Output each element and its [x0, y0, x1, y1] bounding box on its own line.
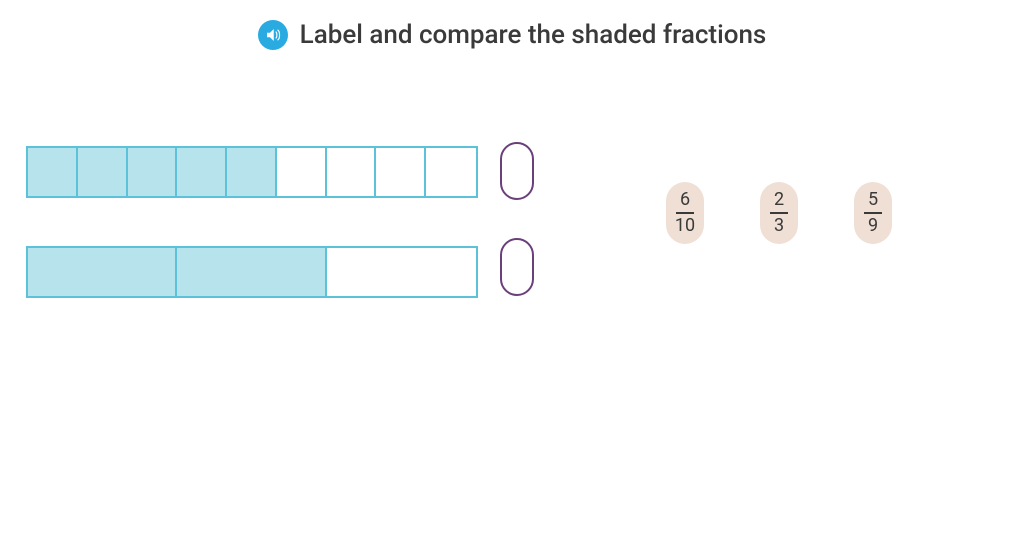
- chip-denominator: 9: [868, 216, 878, 236]
- fraction-cell: [426, 148, 476, 196]
- fraction-cell: [28, 148, 78, 196]
- chip-numerator: 2: [774, 190, 784, 210]
- fraction-chip[interactable]: 23: [760, 182, 798, 244]
- fraction-bar-1: [26, 146, 478, 198]
- fraction-chip[interactable]: 59: [854, 182, 892, 244]
- fraction-cell: [227, 148, 277, 196]
- fraction-bar-divider: [770, 212, 788, 214]
- fraction-cell: [327, 248, 476, 296]
- fraction-cell: [177, 148, 227, 196]
- answer-slot-2[interactable]: [500, 238, 534, 296]
- chip-numerator: 6: [680, 190, 690, 210]
- chip-denominator: 3: [774, 216, 784, 236]
- fraction-chips-area: 6102359: [666, 182, 892, 244]
- fraction-cell: [327, 148, 377, 196]
- fraction-cell: [177, 248, 326, 296]
- audio-icon[interactable]: [258, 20, 288, 50]
- fraction-chip[interactable]: 610: [666, 182, 704, 244]
- fraction-cell: [128, 148, 178, 196]
- chip-numerator: 5: [868, 190, 878, 210]
- instruction-text: Label and compare the shaded fractions: [300, 20, 767, 50]
- chip-denominator: 10: [675, 216, 695, 236]
- fraction-cell: [28, 248, 177, 296]
- fraction-bars-area: [26, 146, 478, 298]
- answer-slot-1[interactable]: [500, 142, 534, 200]
- title-row: Label and compare the shaded fractions: [0, 20, 1024, 50]
- fraction-bar-divider: [864, 212, 882, 214]
- fraction-cell: [78, 148, 128, 196]
- fraction-bar-divider: [676, 212, 694, 214]
- fraction-cell: [376, 148, 426, 196]
- fraction-bar-2: [26, 246, 478, 298]
- fraction-cell: [277, 148, 327, 196]
